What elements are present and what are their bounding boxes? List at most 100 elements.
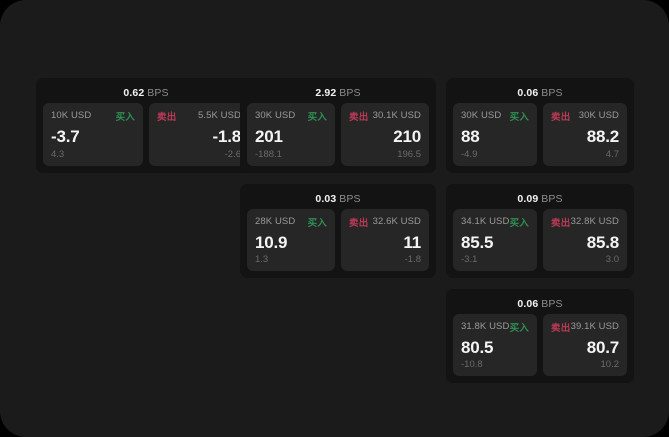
sell-delta: 196.5 bbox=[397, 149, 421, 160]
buy-quantity: 30K USD bbox=[461, 110, 502, 121]
bps-unit-label: BPS bbox=[541, 193, 563, 205]
buy-tag: 买入 bbox=[509, 111, 529, 123]
card-header: 0.09 BPS bbox=[453, 191, 627, 207]
card-body: 31.8K USD 买入 80.5 -10.8 卖出 39.1K USD 80.7 10.2 bbox=[453, 314, 627, 376]
bps-value: 0.06 bbox=[517, 298, 539, 310]
buy-delta: -188.1 bbox=[255, 149, 282, 160]
buy-panel-header: 31.8K USD 买入 bbox=[461, 320, 529, 334]
buy-panel[interactable]: 28K USD 买入 10.9 1.3 bbox=[247, 209, 335, 271]
sell-panel[interactable]: 卖出 5.5K USD -1.8 -2.6 bbox=[149, 103, 249, 166]
sell-price: 210 bbox=[393, 127, 421, 146]
card-header: 0.06 BPS bbox=[453, 85, 627, 101]
buy-tag: 买入 bbox=[509, 217, 529, 229]
card-body: 30K USD 买入 88 -4.9 卖出 30K USD 88.2 4.7 bbox=[453, 103, 627, 166]
quote-card[interactable]: 0.06 BPS 30K USD 买入 88 -4.9 卖出 30K USD 88.2 4.7 bbox=[446, 78, 634, 173]
bps-value: 0.03 bbox=[315, 193, 337, 205]
buy-price: -3.7 bbox=[51, 127, 80, 146]
sell-panel[interactable]: 卖出 30K USD 88.2 4.7 bbox=[543, 103, 627, 166]
buy-quantity: 31.8K USD bbox=[461, 321, 510, 332]
buy-price: 201 bbox=[255, 127, 283, 146]
card-body: 30K USD 买入 201 -188.1 卖出 30.1K USD 210 196.5 bbox=[247, 103, 429, 166]
bps-unit-label: BPS bbox=[339, 193, 361, 205]
card-header: 0.06 BPS bbox=[453, 296, 627, 312]
buy-panel[interactable]: 10K USD 买入 -3.7 4.3 bbox=[43, 103, 143, 166]
card-header: 0.03 BPS bbox=[247, 191, 429, 207]
buy-quantity: 34.1K USD bbox=[461, 216, 510, 227]
quote-card[interactable]: 0.62 BPS 10K USD 买入 -3.7 4.3 卖出 5.5K USD -1.8 -2.… bbox=[36, 78, 256, 173]
bps-unit-label: BPS bbox=[541, 298, 563, 310]
buy-tag: 买入 bbox=[509, 322, 529, 334]
sell-panel-header: 卖出 30.1K USD bbox=[349, 109, 421, 123]
sell-delta: -2.6 bbox=[224, 149, 241, 160]
buy-panel-header: 28K USD 买入 bbox=[255, 215, 327, 229]
bps-unit-label: BPS bbox=[339, 87, 361, 99]
quote-card[interactable]: 0.09 BPS 34.1K USD 买入 85.5 -3.1 卖出 32.8K USD 85.… bbox=[446, 184, 634, 278]
buy-panel[interactable]: 34.1K USD 买入 85.5 -3.1 bbox=[453, 209, 537, 271]
sell-quantity: 30K USD bbox=[578, 110, 619, 121]
quote-card[interactable]: 0.06 BPS 31.8K USD 买入 80.5 -10.8 卖出 39.1K USD 80… bbox=[446, 289, 634, 383]
sell-panel[interactable]: 卖出 32.8K USD 85.8 3.0 bbox=[543, 209, 627, 271]
sell-tag: 卖出 bbox=[157, 111, 177, 123]
buy-panel[interactable]: 30K USD 买入 201 -188.1 bbox=[247, 103, 335, 166]
sell-quantity: 32.8K USD bbox=[570, 216, 619, 227]
sell-panel-header: 卖出 5.5K USD bbox=[157, 109, 241, 123]
card-body: 34.1K USD 买入 85.5 -3.1 卖出 32.8K USD 85.8 3.0 bbox=[453, 209, 627, 271]
sell-panel[interactable]: 卖出 39.1K USD 80.7 10.2 bbox=[543, 314, 627, 376]
sell-quantity: 39.1K USD bbox=[570, 321, 619, 332]
sell-panel-header: 卖出 39.1K USD bbox=[551, 320, 619, 334]
sell-delta: 3.0 bbox=[605, 254, 619, 265]
buy-tag: 买入 bbox=[307, 217, 327, 229]
buy-delta: 4.3 bbox=[51, 149, 65, 160]
sell-tag: 卖出 bbox=[551, 322, 571, 334]
buy-panel-header: 10K USD 买入 bbox=[51, 109, 135, 123]
bps-value: 0.09 bbox=[517, 193, 539, 205]
card-body: 28K USD 买入 10.9 1.3 卖出 32.6K USD 11 -1.8 bbox=[247, 209, 429, 271]
buy-tag: 买入 bbox=[115, 111, 135, 123]
sell-delta: 10.2 bbox=[600, 359, 620, 370]
sell-quantity: 32.6K USD bbox=[372, 216, 421, 227]
buy-panel[interactable]: 30K USD 买入 88 -4.9 bbox=[453, 103, 537, 166]
sell-panel[interactable]: 卖出 30.1K USD 210 196.5 bbox=[341, 103, 429, 166]
sell-price: 85.8 bbox=[586, 233, 619, 252]
buy-price: 85.5 bbox=[461, 233, 494, 252]
buy-panel-header: 30K USD 买入 bbox=[461, 109, 529, 123]
sell-tag: 卖出 bbox=[551, 217, 571, 229]
sell-panel-header: 卖出 32.6K USD bbox=[349, 215, 421, 229]
sell-tag: 卖出 bbox=[349, 111, 369, 123]
sell-panel-header: 卖出 30K USD bbox=[551, 109, 619, 123]
sell-price: 88.2 bbox=[586, 127, 619, 146]
bps-value: 0.06 bbox=[517, 87, 539, 99]
buy-price: 10.9 bbox=[255, 233, 288, 252]
sell-tag: 卖出 bbox=[551, 111, 571, 123]
card-header: 0.62 BPS bbox=[43, 85, 249, 101]
quote-card[interactable]: 2.92 BPS 30K USD 买入 201 -188.1 卖出 30.1K USD 210 1… bbox=[240, 78, 436, 173]
sell-panel[interactable]: 卖出 32.6K USD 11 -1.8 bbox=[341, 209, 429, 271]
buy-delta: -3.1 bbox=[461, 254, 478, 265]
card-header: 2.92 BPS bbox=[247, 85, 429, 101]
buy-panel-header: 34.1K USD 买入 bbox=[461, 215, 529, 229]
buy-panel[interactable]: 31.8K USD 买入 80.5 -10.8 bbox=[453, 314, 537, 376]
sell-panel-header: 卖出 32.8K USD bbox=[551, 215, 619, 229]
buy-quantity: 28K USD bbox=[255, 216, 296, 227]
buy-tag: 买入 bbox=[307, 111, 327, 123]
sell-price: 80.7 bbox=[586, 338, 619, 357]
buy-quantity: 10K USD bbox=[51, 110, 92, 121]
buy-price: 80.5 bbox=[461, 338, 494, 357]
buy-delta: -4.9 bbox=[461, 149, 478, 160]
bps-unit-label: BPS bbox=[541, 87, 563, 99]
sell-tag: 卖出 bbox=[349, 217, 369, 229]
bps-unit-label: BPS bbox=[147, 87, 169, 99]
sell-delta: 4.7 bbox=[605, 149, 619, 160]
quote-card[interactable]: 0.03 BPS 28K USD 买入 10.9 1.3 卖出 32.6K USD 11 -1.8 bbox=[240, 184, 436, 278]
sell-price: -1.8 bbox=[212, 127, 242, 146]
sell-quantity: 30.1K USD bbox=[372, 110, 421, 121]
bps-value: 0.62 bbox=[123, 87, 145, 99]
sell-delta: -1.8 bbox=[404, 254, 421, 265]
buy-delta: 1.3 bbox=[255, 254, 269, 265]
bps-value: 2.92 bbox=[315, 87, 337, 99]
buy-quantity: 30K USD bbox=[255, 110, 296, 121]
buy-delta: -10.8 bbox=[461, 359, 483, 370]
buy-panel-header: 30K USD 买入 bbox=[255, 109, 327, 123]
